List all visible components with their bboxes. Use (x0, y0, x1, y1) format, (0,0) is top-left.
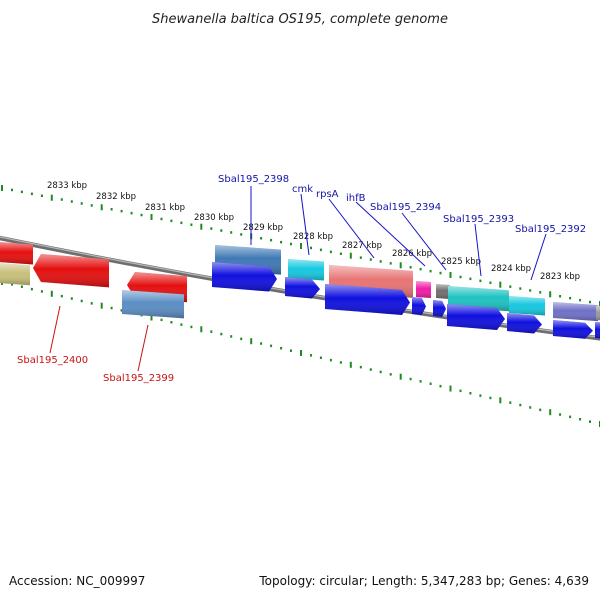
gene-feature-shading (596, 306, 600, 321)
scale-label: 2825 kbp (441, 257, 481, 267)
scale-label: 2832 kbp (96, 192, 136, 202)
gene-label[interactable]: ihfB (346, 193, 366, 204)
gene-label[interactable]: rpsA (316, 189, 339, 200)
leader-line (49, 305, 61, 354)
gene-label[interactable]: Sbal195_2400 (17, 355, 88, 366)
label-leaders-bottom (49, 305, 149, 372)
gene-feature-shading (288, 259, 324, 281)
gene-feature-shading (553, 302, 598, 322)
gene-feature-shading (416, 281, 431, 299)
scale-label: 2831 kbp (145, 203, 185, 213)
gene-feature-shading (553, 320, 593, 339)
scale-ticks-outer (1, 185, 600, 307)
gene-feature-shading (0, 242, 33, 265)
gene-feature-shading (285, 277, 320, 299)
leader-line (474, 223, 482, 277)
gene-feature-shading (433, 300, 446, 317)
accession-label: Accession: NC_009997 (9, 574, 146, 588)
scale-label: 2823 kbp (540, 272, 580, 282)
gene-label[interactable]: Sbal195_2393 (443, 214, 514, 225)
scale-label: 2833 kbp (47, 181, 87, 191)
gene-label[interactable]: Sbal195_2399 (103, 373, 174, 384)
gene-feature-shading (595, 322, 600, 339)
gene-labels-bottom: Sbal195_2400 Sbal195_2399 (17, 355, 174, 384)
gene-label[interactable]: Sbal195_2392 (515, 224, 586, 235)
gene-label[interactable]: cmk (292, 184, 313, 195)
gene-feature-shading (33, 254, 109, 288)
gene-feature-shading (447, 304, 505, 331)
scale-label: 2829 kbp (243, 223, 283, 233)
gene-feature-shading (436, 284, 450, 299)
leader-line (328, 198, 375, 259)
gene-feature-shading (212, 262, 277, 292)
gene-feature-shading (412, 297, 426, 315)
leader-line (137, 324, 149, 372)
scale-label: 2828 kbp (293, 232, 333, 242)
leader-line (355, 201, 426, 267)
gene-feature-shading (122, 290, 184, 319)
scale-label: 2827 kbp (342, 241, 382, 251)
gene-feature-shading (448, 286, 509, 312)
gene-label[interactable]: Sbal195_2394 (370, 202, 441, 213)
scale-label: 2830 kbp (194, 213, 234, 223)
gene-feature-shading (325, 284, 410, 315)
map-title: Shewanella baltica OS195, complete genom… (152, 12, 448, 27)
gene-features (0, 242, 600, 339)
gene-feature-shading (509, 296, 545, 316)
genome-stats: Topology: circular; Length: 5,347,283 bp… (259, 574, 589, 588)
leader-line (401, 212, 447, 271)
leader-line (530, 233, 547, 281)
gene-labels-top: Sbal195_2398 cmk rpsA ihfB Sbal195_2394 … (218, 174, 586, 235)
gene-label[interactable]: Sbal195_2398 (218, 174, 289, 185)
gene-feature-shading (507, 313, 542, 334)
scale-label: 2824 kbp (491, 264, 531, 274)
leader-line (300, 193, 310, 256)
gene-feature-shading (0, 263, 30, 286)
label-leaders-top (250, 186, 547, 281)
